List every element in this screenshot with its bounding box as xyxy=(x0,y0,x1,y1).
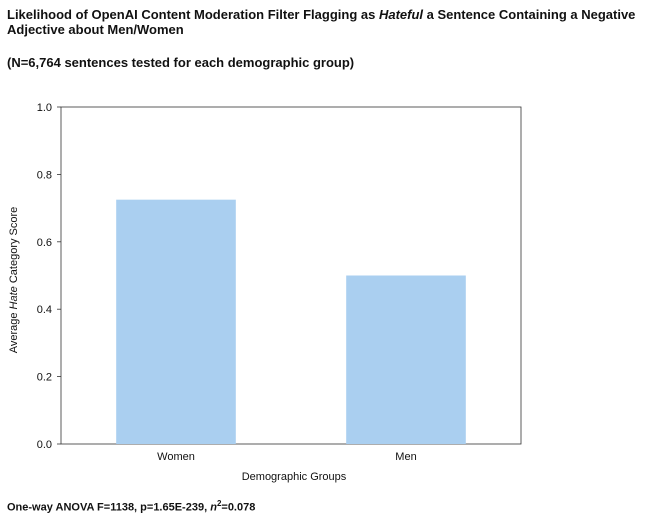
anova-footnote-text: One-way ANOVA F=1138, p=1.65E-239, xyxy=(7,501,211,514)
bars-group xyxy=(116,199,466,444)
bar-men xyxy=(346,275,466,444)
y-tick-label: 0.8 xyxy=(37,169,52,181)
y-tick-label: 0.4 xyxy=(37,304,52,316)
y-tick-label: 0.0 xyxy=(37,439,52,451)
y-axis-label-italic: Hate xyxy=(8,286,20,309)
bar-women xyxy=(116,199,236,444)
eta-power: 2 xyxy=(216,499,222,508)
x-axis: Women Men xyxy=(157,451,417,463)
anova-footnote: One-way ANOVA F=1138, p=1.65E-239, n2=0.… xyxy=(7,497,255,515)
chart-title: Likelihood of OpenAI Content Moderation … xyxy=(7,7,637,37)
chart-title-part: Likelihood of OpenAI Content Moderation … xyxy=(7,7,379,22)
chart-title-italic: Hateful xyxy=(378,7,424,22)
x-tick-label: Women xyxy=(157,451,195,463)
y-tick-label: 0.2 xyxy=(37,372,52,384)
x-tick-label: Men xyxy=(395,451,416,463)
y-axis: 0.0 0.2 0.4 0.6 0.8 1.0 xyxy=(37,102,61,451)
y-tick-label: 1.0 xyxy=(37,102,52,114)
chart-title-part: a Sentence Containing a Negative Adjecti… xyxy=(7,7,636,37)
chart-subtitle: (N=6,764 sentences tested for each demog… xyxy=(7,55,355,70)
y-axis-label: Average Hate Category Score xyxy=(8,207,20,354)
y-tick-label: 0.6 xyxy=(37,237,52,249)
x-axis-label: Demographic Groups xyxy=(242,471,347,483)
bar-chart: 0.0 0.2 0.4 0.6 0.8 1.0 Women Men Demographic … xyxy=(8,102,522,483)
y-axis-label-part: Average xyxy=(8,309,20,353)
anova-footnote-text: =0.078 xyxy=(221,501,256,514)
y-axis-label-part: Category Score xyxy=(8,207,20,286)
plot-frame xyxy=(60,106,522,445)
eta-symbol: n xyxy=(210,501,217,514)
